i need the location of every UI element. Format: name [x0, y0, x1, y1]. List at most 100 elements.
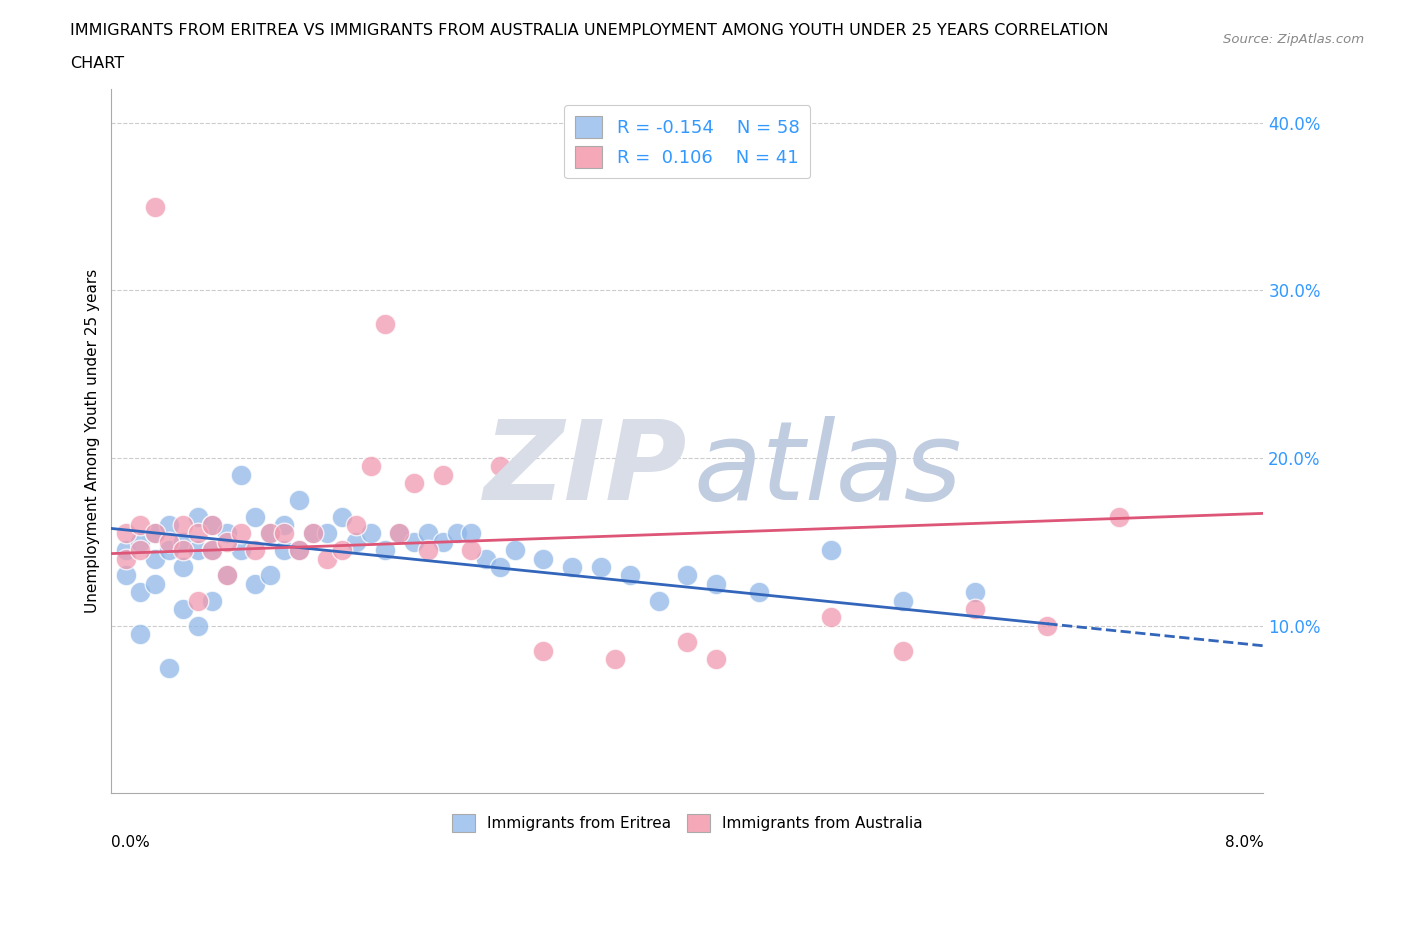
Point [676, 635, 699, 650]
Point [1036, 618, 1059, 633]
Point [201, 543, 224, 558]
Point [344, 535, 367, 550]
Point [187, 593, 209, 608]
Point [1108, 510, 1130, 525]
Text: IMMIGRANTS FROM ERITREA VS IMMIGRANTS FROM AUSTRALIA UNEMPLOYMENT AMONG YOUTH UN: IMMIGRANTS FROM ERITREA VS IMMIGRANTS FR… [70, 23, 1109, 38]
Point [273, 543, 295, 558]
Point [157, 518, 180, 533]
Point [605, 652, 627, 667]
Point [619, 568, 641, 583]
Point [432, 535, 454, 550]
Point [820, 610, 842, 625]
Point [676, 568, 699, 583]
Point [215, 526, 238, 541]
Point [143, 577, 166, 591]
Point [114, 543, 136, 558]
Point [503, 543, 526, 558]
Point [820, 543, 842, 558]
Point [201, 543, 224, 558]
Point [893, 593, 915, 608]
Point [287, 543, 309, 558]
Point [531, 551, 554, 566]
Text: ZIP: ZIP [484, 416, 688, 523]
Point [172, 543, 194, 558]
Point [172, 560, 194, 575]
Point [460, 543, 482, 558]
Point [388, 526, 411, 541]
Point [489, 560, 512, 575]
Point [360, 459, 382, 474]
Text: Source: ZipAtlas.com: Source: ZipAtlas.com [1223, 33, 1364, 46]
Point [432, 468, 454, 483]
Point [157, 660, 180, 675]
Point [187, 510, 209, 525]
Point [259, 526, 281, 541]
Point [302, 526, 325, 541]
Point [965, 585, 987, 600]
Point [245, 577, 267, 591]
Legend: Immigrants from Eritrea, Immigrants from Australia: Immigrants from Eritrea, Immigrants from… [446, 807, 928, 838]
Point [187, 526, 209, 541]
Point [259, 568, 281, 583]
Point [344, 518, 367, 533]
Point [245, 543, 267, 558]
Point [157, 535, 180, 550]
Point [215, 568, 238, 583]
Point [446, 526, 468, 541]
Point [647, 593, 669, 608]
Point [229, 526, 252, 541]
Point [374, 316, 396, 331]
Point [748, 585, 770, 600]
Point [172, 602, 194, 617]
Point [893, 644, 915, 658]
Point [143, 199, 166, 214]
Point [302, 526, 325, 541]
Point [229, 468, 252, 483]
Point [157, 543, 180, 558]
Point [129, 585, 152, 600]
Point [129, 543, 152, 558]
Point [172, 518, 194, 533]
Point [143, 526, 166, 541]
Point [187, 618, 209, 633]
Point [418, 543, 440, 558]
Point [215, 535, 238, 550]
Text: CHART: CHART [70, 56, 124, 71]
Point [273, 518, 295, 533]
Text: 8.0%: 8.0% [1225, 835, 1264, 850]
Point [172, 535, 194, 550]
Point [330, 510, 353, 525]
Point [129, 535, 152, 550]
Point [245, 510, 267, 525]
Point [229, 543, 252, 558]
Point [330, 543, 353, 558]
Point [259, 526, 281, 541]
Point [215, 568, 238, 583]
Point [402, 535, 425, 550]
Point [316, 551, 339, 566]
Point [143, 526, 166, 541]
Point [489, 459, 512, 474]
Point [704, 652, 727, 667]
Point [475, 551, 498, 566]
Point [114, 568, 136, 583]
Text: 0.0%: 0.0% [111, 835, 150, 850]
Point [201, 518, 224, 533]
Point [201, 518, 224, 533]
Point [114, 551, 136, 566]
Point [129, 627, 152, 642]
Point [360, 526, 382, 541]
Point [316, 526, 339, 541]
Point [187, 543, 209, 558]
Point [143, 551, 166, 566]
Point [114, 526, 136, 541]
Point [561, 560, 583, 575]
Text: atlas: atlas [693, 416, 962, 523]
Point [402, 476, 425, 491]
Point [374, 543, 396, 558]
Point [460, 526, 482, 541]
Point [965, 602, 987, 617]
Y-axis label: Unemployment Among Youth under 25 years: Unemployment Among Youth under 25 years [86, 269, 100, 614]
Point [287, 543, 309, 558]
Point [704, 577, 727, 591]
